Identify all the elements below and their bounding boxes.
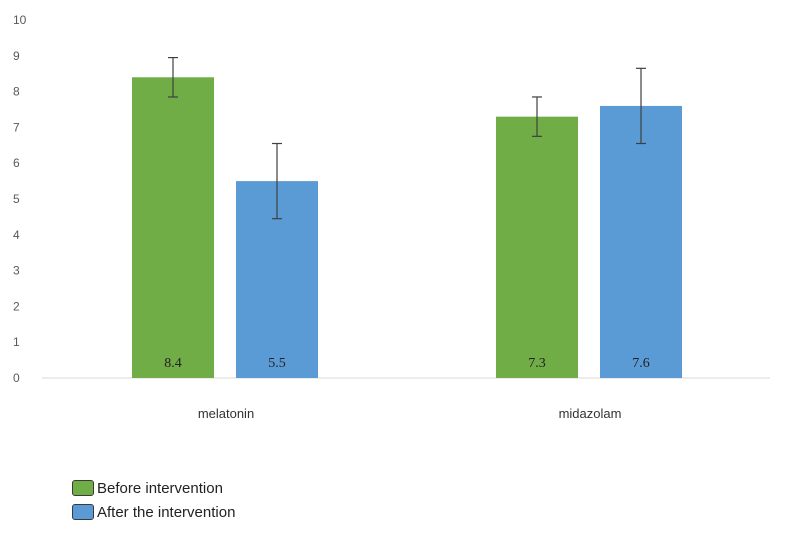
legend-item-before: Before intervention: [72, 476, 235, 500]
bar: [496, 116, 578, 378]
y-tick-label: 4: [13, 228, 20, 242]
data-label: 5.5: [268, 356, 286, 371]
y-tick-label: 5: [13, 192, 20, 206]
y-tick-label: 2: [13, 299, 20, 313]
y-tick-label: 10: [13, 13, 27, 27]
legend-label-after: After the intervention: [97, 503, 236, 521]
legend-label-before: Before intervention: [97, 479, 223, 497]
legend: Before intervention After the interventi…: [72, 476, 235, 524]
data-label: 7.6: [632, 356, 650, 371]
x-category-label: midazolam: [559, 406, 622, 421]
bar: [600, 105, 682, 379]
y-tick-label: 7: [13, 120, 20, 134]
y-tick-label: 6: [13, 156, 20, 170]
bar: [132, 77, 214, 378]
y-tick-label: 8: [13, 85, 20, 99]
legend-swatch-after: [72, 504, 94, 520]
x-category-label: melatonin: [198, 406, 254, 421]
y-tick-label: 0: [13, 371, 20, 385]
y-tick-label: 3: [13, 264, 20, 278]
legend-item-after: After the intervention: [72, 500, 235, 524]
data-label: 8.4: [164, 356, 182, 371]
data-label: 7.3: [528, 356, 546, 371]
y-tick-label: 9: [13, 49, 20, 63]
legend-swatch-before: [72, 480, 94, 496]
y-tick-label: 1: [13, 335, 20, 349]
